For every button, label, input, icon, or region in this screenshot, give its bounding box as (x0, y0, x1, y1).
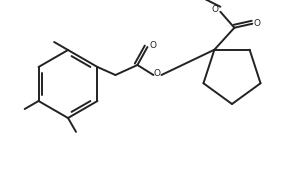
Text: O: O (254, 19, 261, 28)
Text: O: O (150, 41, 157, 50)
Text: O: O (212, 5, 219, 14)
Text: O: O (154, 70, 161, 79)
